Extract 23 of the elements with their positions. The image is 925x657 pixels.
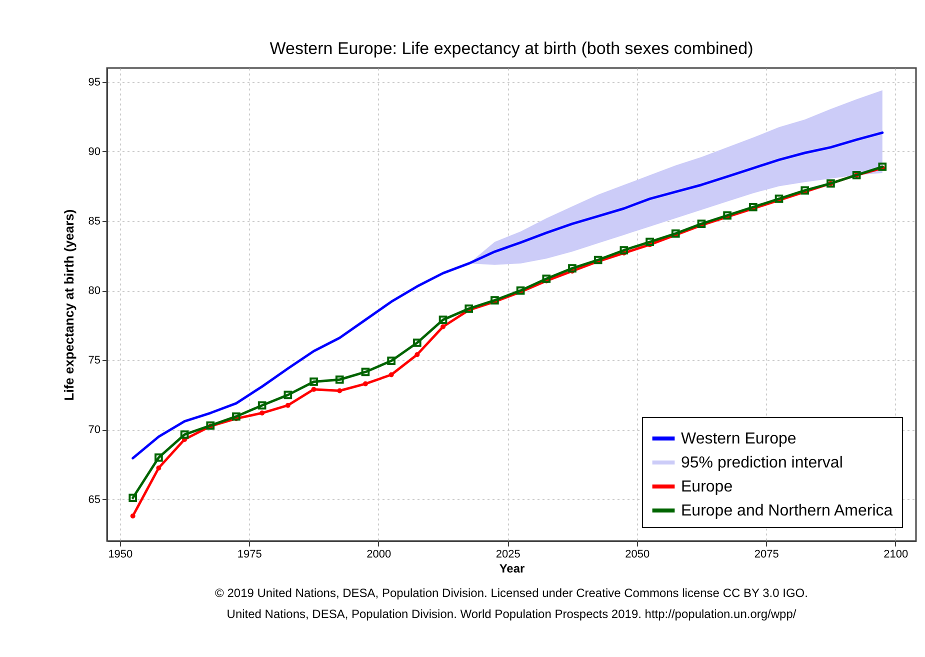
- legend-label: Western Europe: [681, 430, 796, 448]
- y-tick-label: 75: [88, 354, 100, 367]
- legend-label: Europe and Northern America: [681, 502, 893, 520]
- y-tick-label: 90: [88, 146, 100, 158]
- x-tick-label: 1950: [108, 548, 133, 560]
- x-tick-label: 2000: [366, 548, 392, 560]
- text: © 2019 United Nations, DESA, Population Division. Licensed under Creative Commons license CC BY 3.0 IGO.: [215, 586, 808, 600]
- text: United Nations, DESA, Population Division. World Population Prospects 2019. http://population.un.org/wpp/: [226, 607, 797, 621]
- x-tick-label: 2050: [625, 548, 650, 560]
- x-tick-label: 2100: [884, 548, 908, 560]
- y-tick-label: 65: [88, 494, 100, 506]
- x-axis-title: Year: [499, 562, 526, 576]
- x-tick-label: 1975: [237, 548, 262, 560]
- annotation: 95% prediction interval: [681, 454, 843, 472]
- y-tick-label: 95: [88, 76, 100, 88]
- y-axis-title: Life expectancy at birth (years): [61, 209, 76, 401]
- x-tick-label: 2025: [496, 548, 520, 560]
- y-tick-label: 80: [88, 285, 100, 298]
- y-tick-label: 85: [88, 216, 100, 228]
- y-tick-label: 70: [88, 424, 100, 436]
- chart-title: Western Europe: Life expectancy at birth (both sexes combined): [270, 39, 754, 58]
- legend-label: Europe: [681, 478, 733, 496]
- x-tick-label: 2075: [754, 548, 779, 560]
